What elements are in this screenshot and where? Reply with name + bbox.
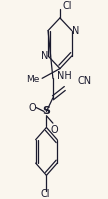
Text: Cl: Cl — [63, 1, 72, 11]
Text: NH: NH — [57, 71, 72, 81]
Text: S: S — [42, 106, 50, 116]
Text: Cl: Cl — [41, 189, 50, 199]
Text: Me: Me — [27, 75, 40, 84]
Text: CN: CN — [78, 76, 92, 86]
Text: O: O — [29, 102, 36, 113]
Text: N: N — [72, 26, 79, 36]
Text: O: O — [50, 125, 58, 135]
Text: N: N — [41, 51, 48, 61]
